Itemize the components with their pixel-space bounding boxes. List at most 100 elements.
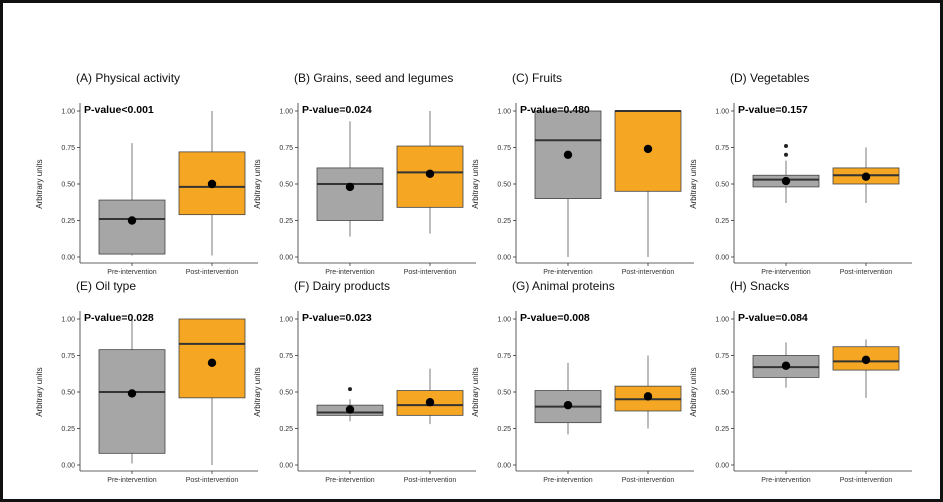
y-tick-label: 1.00 [497,317,511,324]
y-tick-label: 0.25 [715,426,729,433]
x-tick-label: Post-intervention [186,269,239,276]
mean-point [781,176,791,186]
mean-point [643,392,653,401]
x-tick-label: Post-intervention [840,477,893,484]
panel-h: (H) Snacks Arbitrary units 0.00 0.25 0.50 0.7… [689,279,912,484]
y-tick-label: 0.50 [61,182,75,189]
y-tick-label: 0.50 [279,182,293,189]
y-axis-label: Arbitrary units [35,367,44,416]
y-tick-label: 0.75 [61,145,75,152]
y-tick-label: 0.75 [279,145,293,152]
box-pre [316,167,384,221]
y-tick-label: 0.00 [715,463,729,470]
panel-title: (D) Vegetables [730,71,809,85]
y-tick-label: 0.75 [497,145,511,152]
x-tick-label: Pre-intervention [761,477,811,484]
y-tick-label: 1.00 [279,109,293,116]
p-value-label: P-value=0.024 [302,104,372,116]
y-axis-label: Arbitrary units [253,367,262,416]
x-tick-label: Post-intervention [840,269,893,276]
y-tick-label: 0.25 [61,218,75,225]
x-tick-label: Post-intervention [186,477,239,484]
y-tick-label: 0.00 [279,255,293,262]
box-post [178,318,246,399]
box-pre [98,199,166,255]
mean-point [861,172,871,181]
y-tick-label: 0.00 [497,463,511,470]
y-tick-label: 0.00 [279,463,293,470]
y-tick-label: 0.25 [279,218,293,225]
y-tick-label: 0.00 [61,463,75,470]
y-tick-label: 1.00 [715,317,729,324]
y-tick-label: 0.75 [715,145,729,152]
panel-title: (F) Dairy products [294,279,390,293]
x-tick-label: Pre-intervention [325,477,375,484]
panel-title: (A) Physical activity [76,71,180,85]
mean-point [425,398,435,407]
panel-b: (B) Grains, seed and legumes Arbitrary un… [253,71,476,276]
panel-title: (C) Fruits [512,71,562,85]
panel-title: (E) Oil type [76,279,136,293]
y-tick-label: 0.75 [61,353,75,360]
mean-point [207,358,217,367]
x-tick-label: Pre-intervention [543,269,593,276]
y-axis-label: Arbitrary units [689,159,698,208]
y-axis-label: Arbitrary units [253,159,262,208]
mean-point [127,389,137,398]
x-tick-label: Post-intervention [404,269,457,276]
y-tick-label: 0.75 [497,353,511,360]
p-value-label: P-value=0.157 [738,104,808,116]
panel-title: (G) Animal proteins [512,279,615,293]
y-tick-label: 0.25 [497,218,511,225]
y-tick-label: 0.00 [715,255,729,262]
mean-point [425,169,435,178]
y-tick-label: 1.00 [715,109,729,116]
p-value-label: P-value=0.084 [738,312,808,324]
y-tick-label: 0.50 [715,390,729,397]
outlier-point [784,144,788,149]
mean-point [345,405,355,414]
outlier-point [348,387,352,392]
mean-point [861,355,871,365]
y-tick-label: 0.50 [279,390,293,397]
y-tick-label: 1.00 [61,317,75,324]
y-tick-label: 0.75 [279,353,293,360]
x-tick-label: Pre-intervention [761,269,811,276]
panel-c: (C) Fruits Arbitrary units 0.00 0.25 0.50 0.7… [471,71,694,276]
y-tick-label: 0.50 [497,182,511,189]
box-pre [98,349,166,454]
y-axis-label: Arbitrary units [471,159,480,208]
panel-d: (D) Vegetables Arbitrary units 0.00 0.25 0.5… [689,71,912,276]
panel-g: (G) Animal proteins Arbitrary units 0.00 0.… [471,279,694,484]
y-tick-label: 0.50 [61,390,75,397]
x-tick-label: Pre-intervention [543,477,593,484]
x-tick-label: Pre-intervention [325,269,375,276]
y-tick-label: 0.25 [279,426,293,433]
x-tick-label: Post-intervention [622,269,675,276]
mean-point [345,182,355,192]
p-value-label: P-value=0.008 [520,312,590,324]
panel-title: (B) Grains, seed and legumes [294,71,453,85]
mean-point [781,361,791,370]
p-value-label: P-value=0.023 [302,312,372,324]
panel-f: (F) Dairy products Arbitrary units 0.00 0.2… [253,279,476,484]
y-tick-label: 0.25 [61,426,75,433]
mean-point [643,144,653,154]
y-tick-label: 0.75 [715,353,729,360]
y-tick-label: 0.00 [61,255,75,262]
outlier-point [784,152,788,157]
y-tick-label: 1.00 [61,109,75,116]
panel-a: (A) Physical activity Arbitrary units 0.00… [35,71,258,276]
x-tick-label: Post-intervention [404,477,457,484]
y-tick-label: 0.50 [715,182,729,189]
y-tick-label: 0.25 [715,218,729,225]
y-axis-label: Arbitrary units [471,367,480,416]
x-tick-label: Post-intervention [622,477,675,484]
p-value-label: P-value<0.001 [84,104,154,116]
mean-point [563,400,573,410]
y-tick-label: 0.00 [497,255,511,262]
x-tick-label: Pre-intervention [107,269,157,276]
y-tick-label: 0.25 [497,426,511,433]
y-axis-label: Arbitrary units [689,367,698,416]
